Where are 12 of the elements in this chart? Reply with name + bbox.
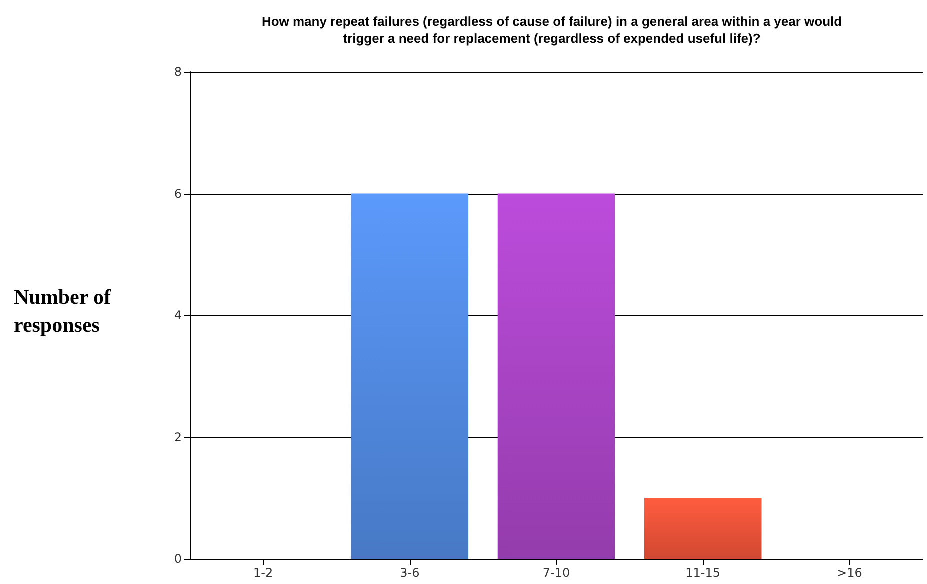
x-tick-label: 7-10 (542, 566, 570, 580)
y-tick-label: 2 (174, 430, 182, 444)
y-tick-label: 4 (174, 308, 182, 322)
x-tick-label: >16 (837, 566, 862, 580)
x-tick-label: 3-6 (400, 566, 420, 580)
x-tick-label: 11-15 (686, 566, 721, 580)
y-tick-label: 8 (174, 65, 182, 79)
y-tick-label: 6 (174, 186, 182, 201)
y-tick-label: 0 (174, 552, 182, 566)
chart-title: How many repeat failures (regardless of cause of failure) in a general area within a year would trigger a need for replacement (regardless of expended useful life)? (262, 14, 842, 46)
y-axis-title: Number of responses (14, 285, 112, 337)
x-tick-label: 1-2 (253, 566, 274, 580)
